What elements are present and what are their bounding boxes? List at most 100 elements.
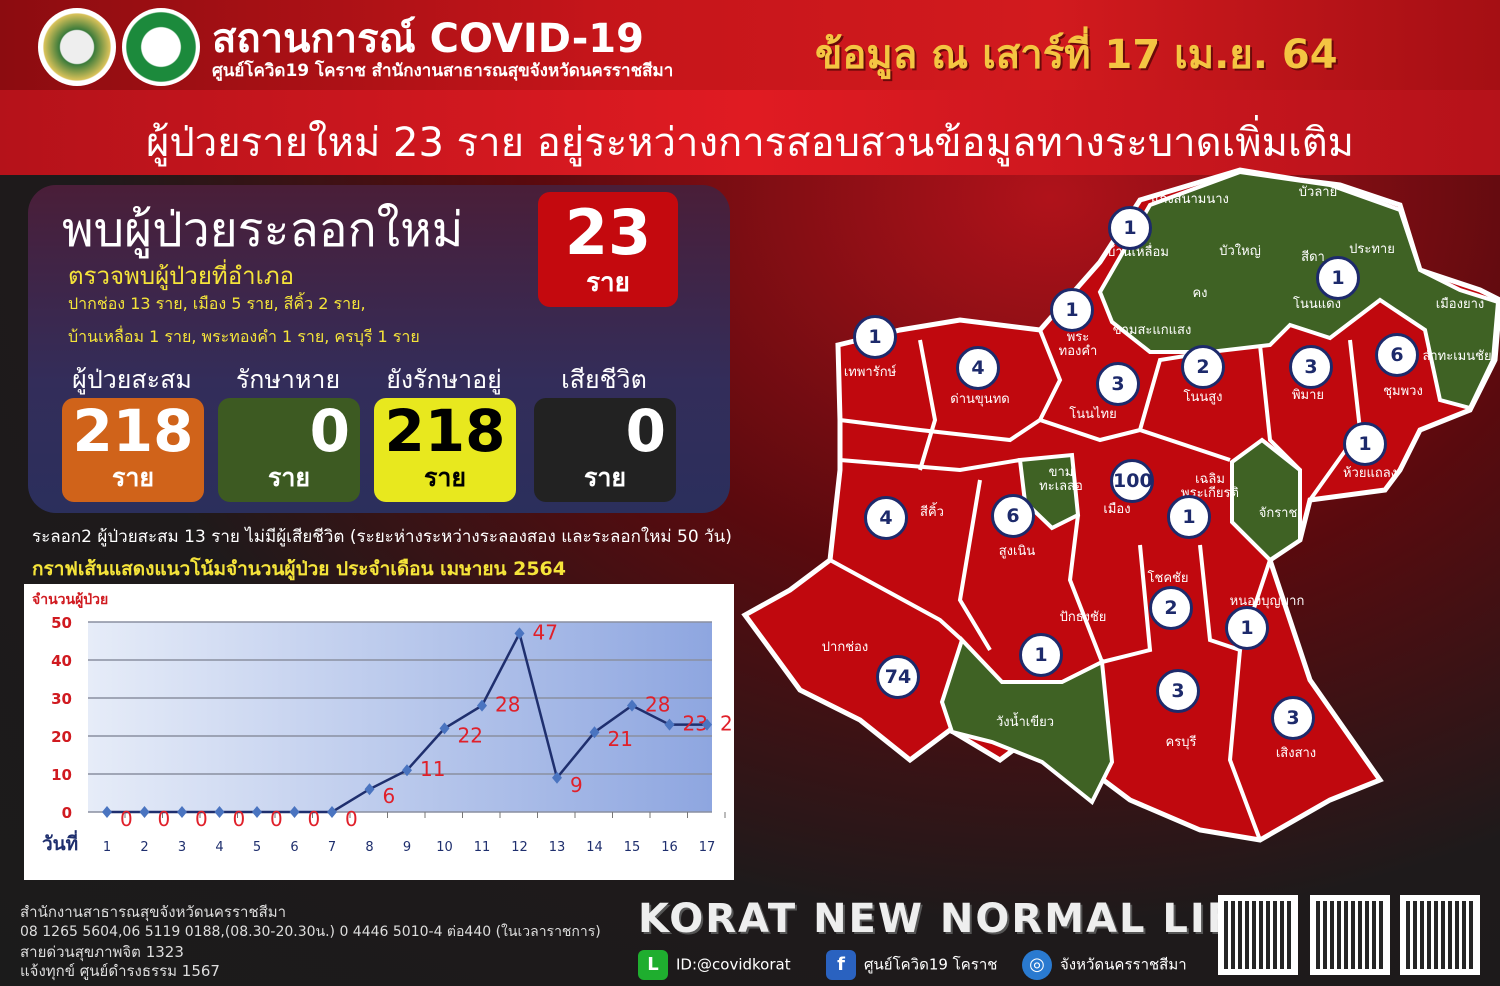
stat-value: 218 <box>384 397 506 465</box>
stat-unit: ราย <box>423 463 467 492</box>
district-case-count: 2 <box>1181 345 1225 389</box>
stat-card: 0 ราย <box>218 398 360 502</box>
stat-label: เสียชีวิต <box>561 365 647 394</box>
x-tick-label: 2 <box>140 840 148 855</box>
line-link[interactable]: L ID:@covidkorat <box>638 950 791 980</box>
stat-unit: ราย <box>583 463 627 492</box>
globe-icon: ◎ <box>1022 950 1052 980</box>
district-label: โนนสูง <box>1183 390 1223 405</box>
x-tick-label: 1 <box>103 840 111 855</box>
x-tick-label: 10 <box>436 840 453 855</box>
page-subtitle: ศูนย์โควิด19 โคราช สำนักงานสาธารณสุขจังห… <box>212 61 674 81</box>
x-tick-label: 7 <box>328 840 336 855</box>
chart-title: กราฟเส้นแสดงแนวโน้มจำนวนผู้ป่วย ประจำเดื… <box>32 558 566 580</box>
facebook-link[interactable]: f ศูนย์โควิด19 โคราช <box>826 950 997 980</box>
headline-banner <box>0 90 1500 175</box>
x-tick-label: 14 <box>586 840 603 855</box>
y-tick-label: 40 <box>51 652 72 670</box>
qr-code[interactable] <box>1218 895 1298 975</box>
data-point <box>477 699 487 712</box>
district-label: วังน้ำเขียว <box>995 715 1055 730</box>
website-name: จังหวัดนครราชสีมา <box>1060 955 1187 974</box>
facebook-icon: f <box>826 950 856 980</box>
district-label: หนองบุญมาก <box>1229 594 1305 609</box>
district-case-count: 4 <box>864 496 908 540</box>
district-label: บัวใหญ่ <box>1219 244 1261 259</box>
district-line-1: ปากช่อง 13 ราย, เมือง 5 ราย, สีคิ้ว 2 รา… <box>68 294 366 313</box>
y-axis-label: จำนวนผู้ป่วย <box>32 592 108 608</box>
data-label: 0 <box>158 807 171 831</box>
data-point <box>439 722 450 735</box>
data-label: 47 <box>533 620 558 644</box>
data-label: 6 <box>383 784 396 808</box>
y-tick-label: 10 <box>51 766 72 784</box>
data-point <box>664 718 675 731</box>
y-tick-label: 30 <box>51 690 72 708</box>
district-label: บัวลาย <box>1298 185 1338 200</box>
stat-label: รักษาหาย <box>235 365 341 394</box>
district-label: เมืองยาง <box>1435 297 1485 312</box>
data-label: 0 <box>233 807 246 831</box>
district-case-count: 3 <box>1096 362 1140 406</box>
data-point <box>252 806 262 818</box>
stat-label: ผู้ป่วยสะสม <box>72 365 192 394</box>
district-label: ขามสะแกแสง <box>1112 323 1192 338</box>
footer-phones: 08 1265 5604,06 5119 0188,(08.30-20.30น.… <box>20 924 601 940</box>
data-point <box>289 806 300 818</box>
district-case-count: 1 <box>1050 288 1094 332</box>
footer-hotline: สายด่วนสุขภาพจิต 1323 <box>20 943 184 961</box>
facebook-name: ศูนย์โควิด19 โคราช <box>864 955 998 974</box>
new-cases-unit: ราย <box>586 268 630 298</box>
district-case-count: 2 <box>1149 586 1193 630</box>
data-point <box>402 764 412 777</box>
district-label: ครบุรี <box>1165 735 1197 750</box>
stat-value: 0 <box>625 397 666 465</box>
district-case-count: 3 <box>1271 696 1315 740</box>
qr-code[interactable] <box>1400 895 1480 975</box>
x-tick-label: 6 <box>290 840 298 855</box>
x-tick-label: 4 <box>215 840 223 855</box>
district-case-count: 1 <box>1316 256 1360 300</box>
data-point <box>514 627 525 640</box>
data-point <box>327 806 337 818</box>
district-line-2: บ้านเหลื่อม 1 ราย, พระทองคำ 1 ราย, ครบุร… <box>68 327 420 346</box>
district-label: โนนไทย <box>1069 407 1117 422</box>
x-tick-label: 17 <box>699 840 716 855</box>
district-label: ห้วยแถลง <box>1342 466 1398 481</box>
district-case-count: 6 <box>991 494 1035 538</box>
district-case-count: 1 <box>853 315 897 359</box>
x-tick-label: 8 <box>365 840 373 855</box>
report-date: ข้อมูล ณ เสาร์ที่ 17 เม.ย. 64 <box>815 32 1338 78</box>
data-label: 0 <box>308 807 321 831</box>
district-case-count: 1 <box>1225 606 1269 650</box>
website-link[interactable]: ◎ จังหวัดนครราชสีมา <box>1022 950 1187 980</box>
district-label: ปากช่อง <box>821 640 869 655</box>
district-label: จักราช <box>1258 506 1298 521</box>
district-borders <box>829 329 1363 841</box>
line-id: ID:@covidkorat <box>676 955 791 974</box>
header-bar <box>0 0 1500 90</box>
data-label: 0 <box>270 807 283 831</box>
stat-value: 218 <box>72 397 194 465</box>
district-label: เทพารักษ์ <box>843 365 897 380</box>
district-case-count: 4 <box>956 346 1000 390</box>
x-tick-label: 11 <box>474 840 491 855</box>
data-label: 22 <box>458 723 483 747</box>
summary-heading: พบผู้ป่วยระลอกใหม่ <box>62 202 464 258</box>
district-label: ประทาย <box>1349 242 1395 257</box>
district-case-count: 3 <box>1156 669 1200 713</box>
district-title: ตรวจพบผู้ป่วยที่อำเภอ <box>68 262 295 290</box>
plot-area <box>88 622 712 812</box>
district-label: ปักธงชัย <box>1059 610 1107 625</box>
district-label: สีดา <box>1301 250 1325 265</box>
data-label: 21 <box>608 727 633 751</box>
district-label: ชุมพวง <box>1383 384 1423 399</box>
headline-text: ผู้ป่วยรายใหม่ 23 ราย อยู่ระหว่างการสอบส… <box>145 120 1355 166</box>
wave-note: ระลอก2 ผู้ป่วยสะสม 13 ราย ไม่มีผู้เสียชี… <box>32 527 732 547</box>
footer-org: สำนักงานสาธารณสุขจังหวัดนครราชสีมา <box>20 903 287 921</box>
slogan: KORAT NEW NORMAL LIFE <box>638 896 1266 942</box>
district-case-count: 1 <box>1343 422 1387 466</box>
x-tick-label: 9 <box>403 840 411 855</box>
qr-code[interactable] <box>1310 895 1390 975</box>
